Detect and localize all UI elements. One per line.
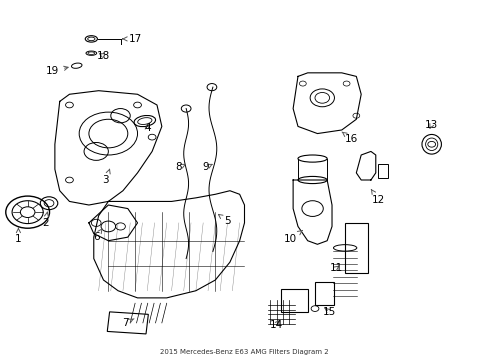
- Text: 16: 16: [341, 132, 357, 144]
- Text: 3: 3: [102, 169, 110, 185]
- Bar: [281, 289, 307, 312]
- Text: 17: 17: [122, 34, 142, 44]
- Text: 14: 14: [269, 320, 282, 330]
- Text: 10: 10: [284, 230, 302, 244]
- Text: 4: 4: [143, 123, 150, 133]
- Text: 8: 8: [175, 162, 185, 172]
- Bar: [107, 312, 148, 334]
- Bar: [314, 282, 334, 305]
- Text: 18: 18: [97, 51, 110, 61]
- Text: 19: 19: [46, 66, 68, 76]
- Bar: [377, 164, 387, 178]
- Text: 5: 5: [218, 215, 230, 226]
- Text: 15: 15: [322, 307, 336, 317]
- Text: 2015 Mercedes-Benz E63 AMG Filters Diagram 2: 2015 Mercedes-Benz E63 AMG Filters Diagr…: [160, 349, 328, 355]
- Text: 13: 13: [424, 120, 437, 130]
- Text: 11: 11: [329, 262, 343, 273]
- Text: 6: 6: [93, 229, 102, 242]
- Text: 9: 9: [202, 162, 212, 172]
- Text: 1: 1: [15, 228, 21, 244]
- Bar: [345, 223, 368, 273]
- Text: 7: 7: [122, 318, 134, 328]
- Text: 12: 12: [370, 189, 384, 204]
- Text: 2: 2: [42, 212, 48, 228]
